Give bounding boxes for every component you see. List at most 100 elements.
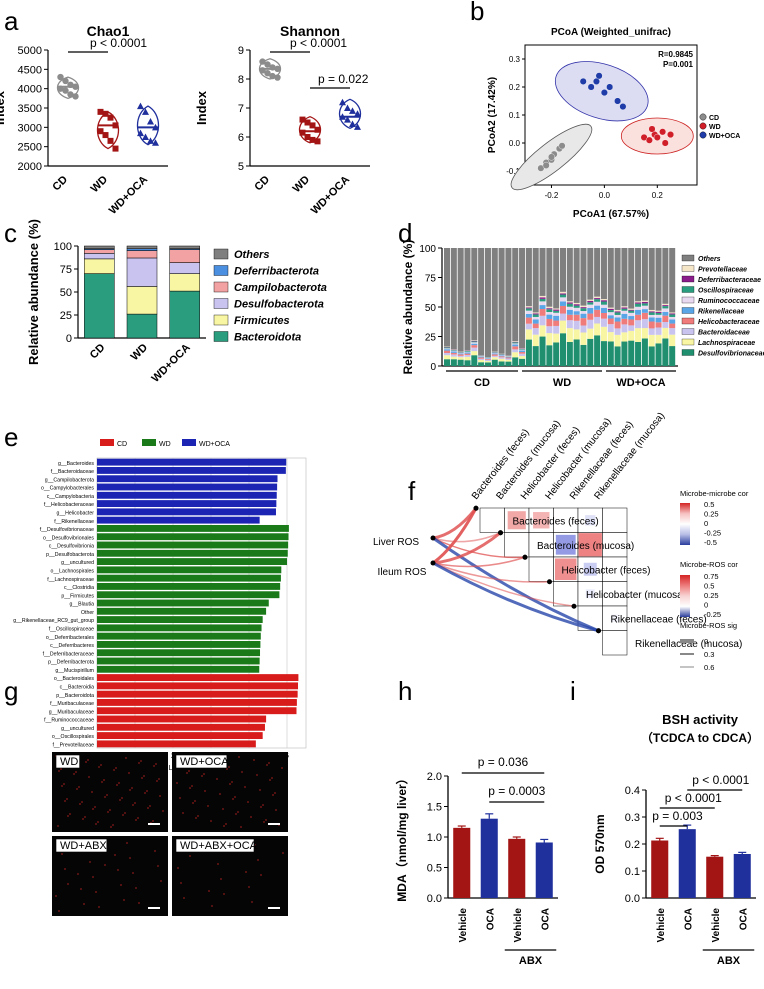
y-tick-label: -0.1 xyxy=(506,167,520,176)
bar-segment-others xyxy=(512,248,519,342)
taxon-label: o__Bacteroidales xyxy=(54,676,94,682)
bar-segment xyxy=(464,352,471,354)
y-tick-label: 0.0 xyxy=(625,893,640,905)
taxon-label: f__Deferribacteraceae xyxy=(43,651,94,657)
legend-tick: 0.75 xyxy=(704,572,719,581)
bar xyxy=(480,818,498,898)
bar-segment xyxy=(669,314,676,317)
bar-segment xyxy=(648,321,655,329)
bar-segment xyxy=(573,320,580,330)
bar-segment xyxy=(560,294,567,298)
bar-segment xyxy=(655,343,662,366)
bar-segment xyxy=(655,311,662,313)
legend-tick: 0 xyxy=(704,519,708,528)
bar-segment xyxy=(628,309,635,311)
data-point xyxy=(97,128,104,135)
bar-Bacteroidota xyxy=(126,313,158,339)
stain-dot xyxy=(223,825,225,827)
bar-segment-others xyxy=(560,248,567,292)
bar-segment xyxy=(553,342,560,366)
bar-segment xyxy=(594,298,601,300)
bar-segment-others xyxy=(539,248,546,296)
x-tick-label: WD+OCA xyxy=(150,342,193,385)
panel-d-stacked: 0 25 50 75 100 Relative abundance (%) CD WD WD+O… xyxy=(401,240,764,389)
taxon-label: o__Lachnospirales xyxy=(50,569,94,575)
link-end xyxy=(473,505,479,511)
lda-bar xyxy=(97,740,256,748)
y-axis-label: Index xyxy=(194,90,209,125)
bar-segment xyxy=(560,297,567,302)
stain-dot xyxy=(87,759,89,761)
bar-segment xyxy=(560,293,567,295)
bar-segment xyxy=(648,312,655,315)
legend-label: Bacteroidota xyxy=(234,332,301,344)
point-WD+OCA xyxy=(606,83,614,91)
image-label: WD+OCA xyxy=(180,756,229,768)
p-value: p < 0.0001 xyxy=(665,791,722,805)
legend-swatch xyxy=(182,439,196,446)
bar-segment xyxy=(546,326,553,334)
y-tick-label: 0.0 xyxy=(509,139,521,148)
bar-segment xyxy=(560,301,567,306)
bar-segment xyxy=(600,341,607,366)
bar-segment xyxy=(539,315,546,326)
legend-tick: -0.5 xyxy=(704,538,717,547)
bar-segment xyxy=(669,328,676,335)
heat-cell xyxy=(528,532,554,558)
stain-dot xyxy=(195,817,197,819)
bar-segment xyxy=(621,306,628,308)
bar-segment xyxy=(444,347,451,349)
data-point xyxy=(112,122,119,129)
stain-dot xyxy=(77,873,79,875)
legend-swatch xyxy=(213,298,229,309)
stain-dot xyxy=(282,852,284,854)
legend-title: Microbe-ROS cor xyxy=(680,560,738,569)
taxon-label: g__Rikenellaceae_RC9_gut_group xyxy=(13,618,94,624)
taxon-label: g__Mucispirillum xyxy=(55,668,94,674)
legend-swatch xyxy=(100,439,114,446)
bar-segment xyxy=(566,314,573,321)
stain-dot xyxy=(211,905,213,907)
stat-p: P=0.001 xyxy=(663,60,694,69)
y-tick-label: 0 xyxy=(66,333,72,345)
bar-segment xyxy=(587,302,594,305)
bar-segment xyxy=(621,332,628,342)
bar-segment xyxy=(566,309,573,315)
legend-label: Oscillospiraceae xyxy=(698,288,754,295)
bar-segment xyxy=(553,309,560,311)
point-WD+OCA xyxy=(595,72,603,80)
stain-dot xyxy=(158,778,160,780)
taxon-label: c__Campylobacteria xyxy=(47,494,94,500)
stain-dot xyxy=(75,771,77,773)
x-tick-label: 0.0 xyxy=(599,191,611,200)
bar-segment xyxy=(464,360,471,366)
lda-bar xyxy=(97,674,299,682)
stain-dot xyxy=(274,792,276,794)
x-tick-label: OCA xyxy=(485,908,496,930)
stain-dot xyxy=(128,772,130,774)
stain-dot xyxy=(141,777,143,779)
y-axis-label: Relative abundance (%) xyxy=(26,219,41,365)
bar-segment xyxy=(457,354,464,356)
ros-link xyxy=(432,561,599,633)
x-tick-label: 0.2 xyxy=(652,191,664,200)
bar-segment xyxy=(444,349,451,351)
stain-dot xyxy=(100,764,102,766)
bar-segment xyxy=(505,358,512,360)
y-tick-label: 3000 xyxy=(18,122,42,134)
data-point xyxy=(304,134,311,140)
lda-bar xyxy=(97,591,280,599)
bar-segment-others xyxy=(532,248,539,313)
point-WD+OCA xyxy=(587,83,595,91)
y-tick-label: 0.4 xyxy=(625,785,640,797)
bar-segment xyxy=(669,316,676,320)
bar-segment xyxy=(594,323,601,336)
bar-segment xyxy=(621,313,628,319)
stat-r: R=0.9845 xyxy=(658,50,693,59)
bar-segment-others xyxy=(484,248,491,358)
bar-segment xyxy=(594,335,601,366)
bar-segment xyxy=(464,350,471,352)
heat-cell xyxy=(602,507,628,533)
data-point xyxy=(147,137,154,144)
bar-segment xyxy=(655,317,662,323)
